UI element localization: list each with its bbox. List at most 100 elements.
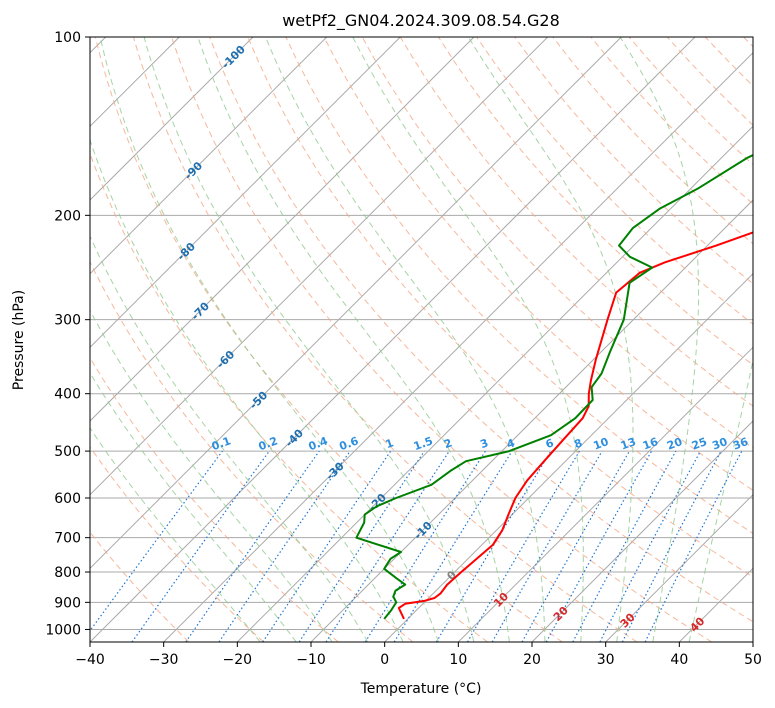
y-tick-label: 700 [54,531,81,547]
isotherm-label: -30 [324,459,347,482]
moist-adiabat-line [688,358,753,642]
mixing-ratio-label: 2 [442,436,454,451]
isotherm-line [310,199,753,642]
dry-adiabat-line [743,37,753,48]
moist-adiabat-line [197,37,510,642]
x-tick-label: 50 [744,652,762,668]
isotherm-line [531,420,753,642]
mixing-ratio-label: 25 [690,435,709,452]
y-axis: 100 200 300 400 500 600 700 800 900 1000 [45,30,90,638]
moist-adiabat-line [352,37,584,642]
moist-adiabat-line [619,37,699,642]
moist-adiabat-line [467,37,634,642]
isotherm-line [90,37,254,201]
mixing-ratio-line [218,450,351,642]
x-tick-label: −40 [75,652,105,668]
y-tick-label: 100 [54,30,81,46]
x-tick-label: 0 [380,652,389,668]
mixing-ratio-line [572,450,677,642]
mixing-ratio-label: 4 [505,436,517,451]
x-tick-label: −10 [296,652,326,668]
mixing-ratio-line [185,450,320,642]
moist-adiabat-line [90,309,333,642]
dry-adiabat-line [552,37,753,245]
temperature-line [397,231,753,620]
dry-adiabat-line [323,37,753,491]
mixing-ratio-label: 10 [592,435,611,453]
dry-adiabat-line [437,37,753,366]
mixing-ratio-line [545,450,653,642]
dry-adiabat-line [590,37,753,205]
mixing-ratio-label: 3 [478,436,490,451]
x-tick-label: 30 [597,652,615,668]
moist-adiabat-line [143,37,475,642]
moist-adiabat-line [90,427,261,642]
mixing-ratio-label: 1.5 [412,434,435,453]
mixing-ratio-label: 20 [665,435,684,453]
isotherm-line [678,567,753,642]
mixing-ratio-label: 0.4 [307,434,330,453]
isotherm-label: 20 [551,604,571,624]
moist-adiabat-line [90,371,297,642]
mixing-ratio-label: 36 [731,435,750,453]
isotherm-line [90,37,401,349]
dry-adiabat-line [90,356,339,642]
dry-adiabat-line [476,37,753,325]
x-tick-label: −20 [223,652,253,668]
isotherm-line [236,125,753,642]
isotherm-line [163,51,753,642]
moist-adiabat-line [90,138,404,642]
isotherm-line [90,37,475,422]
mixing-ratio-line [435,450,552,642]
x-tick-label: 10 [449,652,467,668]
isotherm-line [752,641,753,642]
x-axis-label: Temperature (°C) [360,681,482,697]
dry-adiabat-line [94,37,563,642]
isotherm-line [90,37,328,275]
isotherm-label: -10 [412,519,435,542]
y-tick-label: 1000 [45,622,81,638]
isotherm-line [384,272,753,642]
mixing-ratio-line [131,450,270,642]
isotherm-line [90,37,622,570]
mixing-ratio-line [325,450,450,642]
isotherm-labels: 0.1 0.2 0.4 0.6 1 1.5 2 3 4 6 8 10 13 16 20 25 30 36 -100 -… [175,43,751,635]
y-tick-label: 900 [54,595,81,611]
mixing-ratio-label: 0.6 [338,434,361,453]
y-tick-label: 400 [54,387,81,403]
plot-frame [89,36,754,643]
mixing-ratio-label: 13 [619,435,638,452]
mixing-ratio-line [262,450,392,642]
dry-adiabat-line [514,37,753,285]
mixing-ratio-line [599,450,702,642]
dry-adiabat-line [90,260,414,642]
moist-adiabat-line [265,37,546,642]
mixing-ratio-label: 6 [544,436,556,451]
dewpoint-line [355,153,753,620]
y-tick-label: 800 [54,565,81,581]
mixing-ratio-line [521,450,631,642]
mixing-ratio-label: 0.1 [210,434,233,453]
isotherm-line [457,346,753,642]
dry-adiabat-line [209,37,753,623]
dry-adiabat-line [666,37,753,126]
isotherm-label: -50 [247,389,270,412]
isotherm-line [90,37,696,642]
dry-adiabat-line [704,37,753,87]
isotherm-label: -80 [175,240,198,263]
moist-adiabat-line [99,37,439,642]
mixing-ratio-label: 16 [641,435,660,453]
dry-adiabat-line [171,37,712,642]
isotherm-label: 40 [687,614,707,634]
dry-adiabat-line [132,37,638,642]
isotherm-label: -40 [283,426,306,449]
mixing-ratio-line [298,450,425,642]
isotherm-line [605,493,753,642]
y-axis-label: Pressure (hPa) [11,290,27,390]
x-tick-label: −30 [149,652,179,668]
dry-adiabat-line [90,152,488,642]
mixing-ratio-label: 8 [572,436,584,451]
mixing-ratio-label: 1 [384,436,396,451]
isotherm-label: -100 [219,43,248,72]
